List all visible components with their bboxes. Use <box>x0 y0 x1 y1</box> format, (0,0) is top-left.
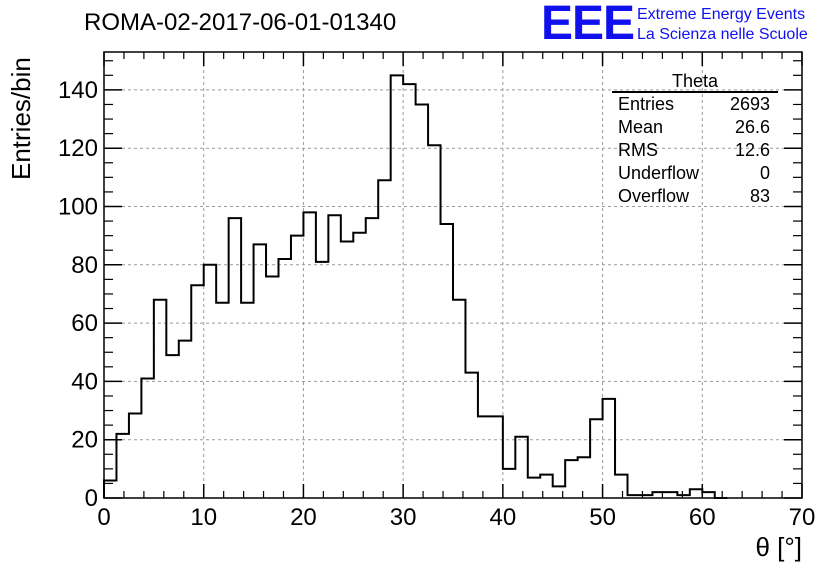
x-tick-label: 20 <box>290 504 317 531</box>
stats-value: 83 <box>749 186 770 206</box>
stats-value: 2693 <box>729 94 770 114</box>
histogram-bin <box>204 265 216 498</box>
stats-label: Underflow <box>618 163 700 183</box>
stats-label: Mean <box>618 117 664 137</box>
logo-caption: Extreme Energy Events La Scienza nelle S… <box>637 5 808 45</box>
histogram-bin <box>179 341 191 498</box>
stats-row-entries: Entries 2693 <box>612 93 778 116</box>
stats-row-mean: Mean 26.6 <box>612 116 778 139</box>
histogram-bin <box>665 492 677 498</box>
stats-row-underflow: Underflow 0 <box>612 162 778 185</box>
histogram-bin <box>166 355 178 498</box>
histogram-bin <box>503 469 515 498</box>
y-tick-label: 60 <box>71 310 98 337</box>
histogram-bin <box>690 489 702 498</box>
histogram-bin <box>416 104 428 498</box>
y-tick-label: 0 <box>85 485 98 512</box>
histogram-bin <box>428 145 440 498</box>
histogram-bin <box>254 244 266 498</box>
histogram-bin <box>515 437 527 498</box>
histogram-bin <box>216 303 228 498</box>
histogram-outline <box>103 74 728 499</box>
histogram-bin <box>129 413 141 498</box>
histogram-bin <box>590 419 602 498</box>
histogram-bin <box>378 180 390 498</box>
histogram-bin <box>266 276 278 498</box>
histogram-bin <box>328 215 340 498</box>
histogram-bin <box>553 486 565 498</box>
stats-label: Overflow <box>618 186 690 206</box>
stats-box: Theta Entries 2693 Mean 26.6 RMS 12.6 Un… <box>612 72 778 208</box>
x-tick-label: 40 <box>490 504 517 531</box>
stats-label: RMS <box>618 140 658 160</box>
histogram-bin <box>640 495 652 498</box>
x-tick-label: 70 <box>789 504 816 531</box>
x-tick-label: 10 <box>190 504 217 531</box>
histogram-bin <box>366 218 378 498</box>
logo-line-2: La Scienza nelle Scuole <box>637 26 808 43</box>
histogram-bin <box>241 303 253 498</box>
y-tick-label: 80 <box>71 252 98 279</box>
x-tick-label: 0 <box>97 504 110 531</box>
stats-title: Theta <box>612 72 778 93</box>
stats-value: 12.6 <box>734 140 770 160</box>
histogram-bin <box>677 495 689 498</box>
histogram-bin <box>478 416 490 498</box>
histogram-bin <box>441 224 453 498</box>
y-axis-label: Entries/bin <box>6 57 36 180</box>
histogram-bin <box>528 478 540 498</box>
histogram-bin <box>291 236 303 498</box>
y-tick-label: 100 <box>58 193 98 220</box>
stats-value: 0 <box>759 163 770 183</box>
histogram-bin <box>403 84 415 498</box>
stats-label: Entries <box>618 94 675 114</box>
histogram-bin <box>615 475 627 498</box>
histogram-bin <box>141 378 153 498</box>
histogram-bin <box>603 399 615 498</box>
plot-frame <box>103 51 803 499</box>
histogram-bin <box>154 300 166 498</box>
stats-value: 26.6 <box>734 117 770 137</box>
histogram-bin <box>316 262 328 498</box>
x-tick-label: 60 <box>689 504 716 531</box>
histogram-bin <box>391 75 403 498</box>
histogram-bin <box>279 259 291 498</box>
y-tick-label: 120 <box>58 135 98 162</box>
histogram-bin <box>540 475 552 498</box>
histogram-bin <box>453 300 465 498</box>
y-tick-label: 140 <box>58 77 98 104</box>
logo-line-1: Extreme Energy Events <box>637 6 806 23</box>
stats-row-rms: RMS 12.6 <box>612 139 778 162</box>
histogram-bin <box>628 495 640 498</box>
histogram-bin <box>465 373 477 498</box>
histogram-bin <box>353 233 365 498</box>
histogram-bin <box>191 285 203 498</box>
y-tick-label: 40 <box>71 368 98 395</box>
histogram-bin <box>652 492 664 498</box>
histogram-bin <box>702 492 714 498</box>
histogram-bin <box>341 241 353 498</box>
histogram-bin <box>229 218 241 498</box>
histogram-bin <box>104 481 116 498</box>
tick-labels: 0 10 20 30 40 50 60 70 0 20 40 60 80 100 120 140 <box>58 77 815 531</box>
x-axis-label: θ [°] <box>755 532 802 562</box>
histogram-bin <box>116 434 128 498</box>
x-tick-label: 30 <box>390 504 417 531</box>
histogram-bin <box>578 457 590 498</box>
chart-title: ROMA-02-2017-06-01-01340 <box>84 9 397 36</box>
histogram-bin <box>490 416 502 498</box>
histogram-bin <box>303 212 315 498</box>
stats-row-overflow: Overflow 83 <box>612 185 778 208</box>
x-tick-label: 50 <box>589 504 616 531</box>
histogram-bin <box>565 460 577 498</box>
eee-logo: EEE <box>541 0 635 50</box>
y-tick-label: 20 <box>71 427 98 454</box>
